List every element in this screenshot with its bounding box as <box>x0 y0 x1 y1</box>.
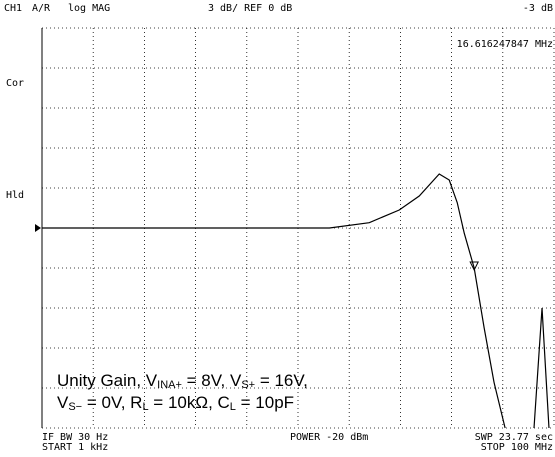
annotation-sub: L <box>230 401 236 413</box>
input: A/R <box>32 3 51 14</box>
start-freq: START 1 kHz <box>42 442 108 453</box>
scale: 3 dB/ REF 0 dB <box>208 3 292 14</box>
annotation-text: = 0V, R <box>82 393 142 412</box>
annotation-sub: S+ <box>241 379 255 391</box>
stop-freq: STOP 100 MHz <box>481 442 553 453</box>
format: log MAG <box>68 3 110 14</box>
annotation-line: VS− = 0V, RL = 10kΩ, CL = 10pF <box>57 393 294 412</box>
marker <box>469 261 479 272</box>
annotation-sub: S− <box>68 401 82 413</box>
sweep-time: SWP 23.77 sec <box>475 432 553 443</box>
annotation-text: = 10pF <box>236 393 294 412</box>
channel: CH1 <box>4 3 22 14</box>
cor-flag: Cor <box>6 78 24 89</box>
hld-flag: Hld <box>6 190 24 201</box>
marker-freq: 16.616247847 MHz <box>457 39 553 50</box>
if-bandwidth: IF BW 30 Hz <box>42 432 108 443</box>
marker-value: -3 dB <box>523 3 553 14</box>
trace <box>42 173 550 429</box>
annotation-text: V <box>57 393 69 412</box>
annotation-text: = 10kΩ, C <box>149 393 230 412</box>
reference-pointer <box>35 224 41 232</box>
annotation-text: Unity Gain, V <box>57 371 158 390</box>
annotation-sub: L <box>142 401 148 413</box>
annotation-text: = 8V, V <box>182 371 242 390</box>
annotation-text: = 16V, <box>255 371 308 390</box>
annotation-sub: INA+ <box>157 379 182 391</box>
power: POWER -20 dBm <box>290 432 368 443</box>
annotation-line: Unity Gain, VINA+ = 8V, VS+ = 16V, <box>57 371 308 390</box>
